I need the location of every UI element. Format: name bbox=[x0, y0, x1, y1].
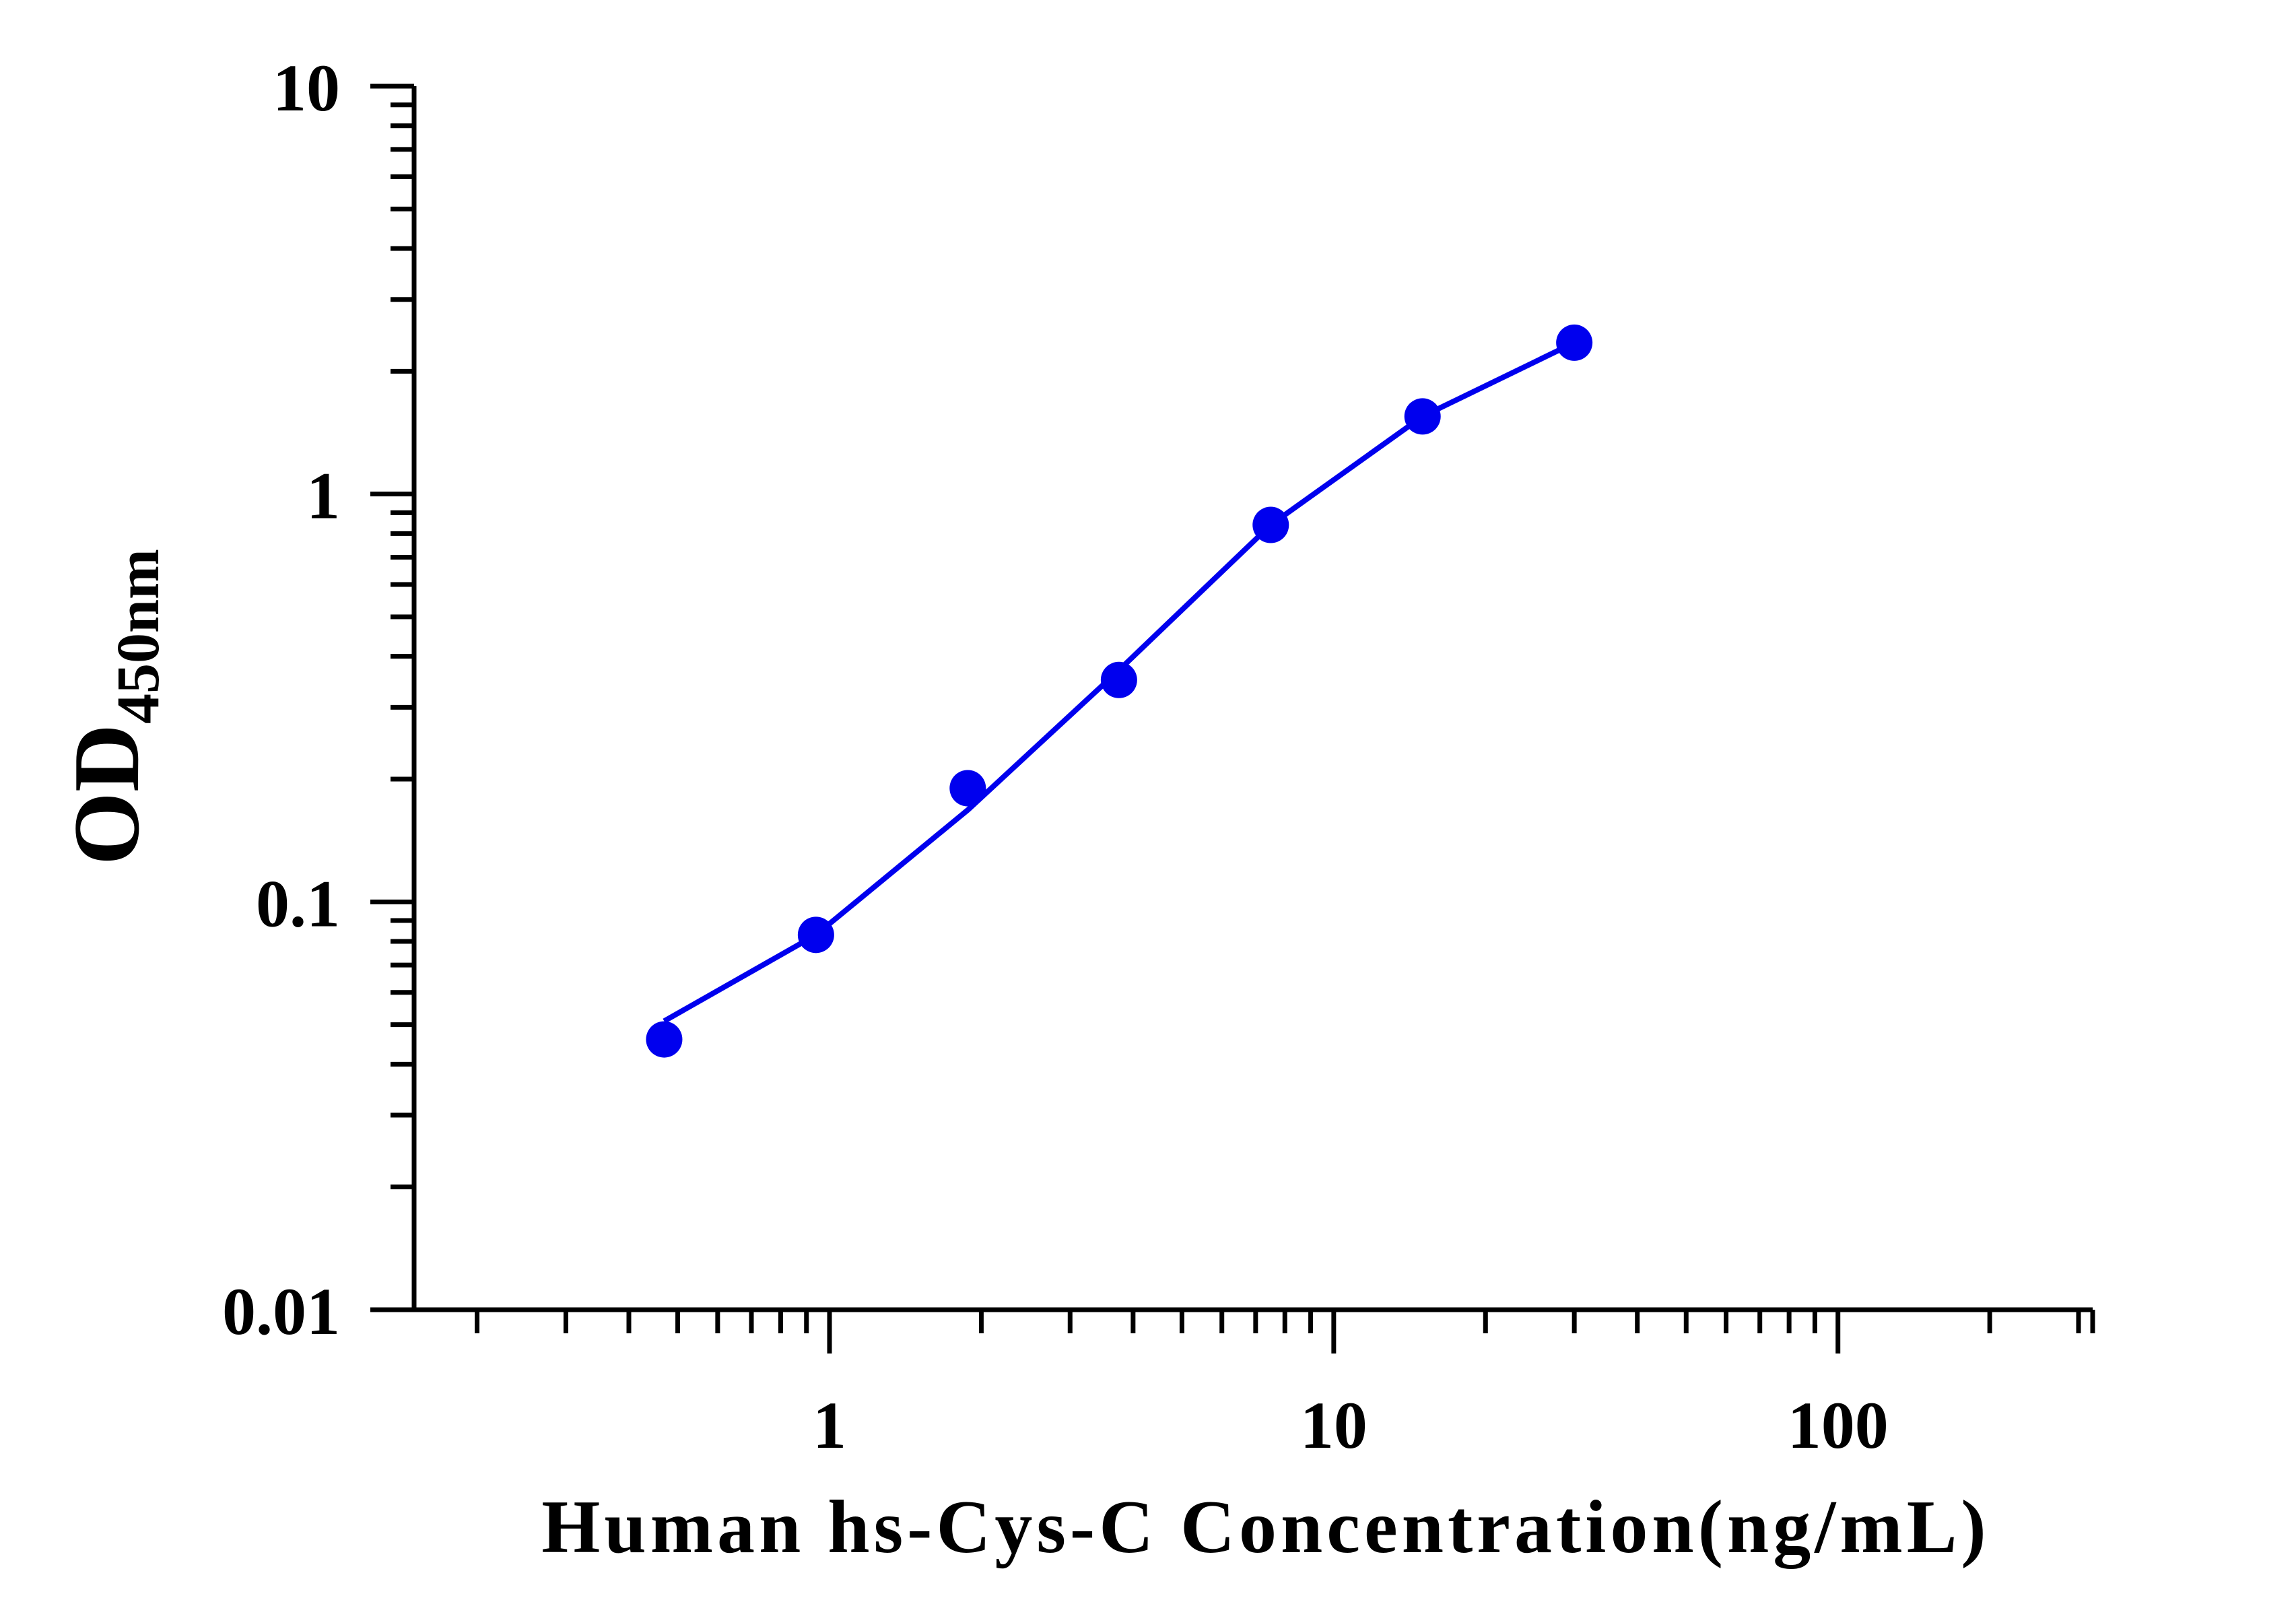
axes bbox=[370, 83, 2095, 1354]
data-point bbox=[1404, 398, 1441, 435]
x-tick-label: 10 bbox=[1300, 1388, 1368, 1463]
y-tick-labels: 0.01 0.1 1 10 bbox=[222, 51, 340, 1349]
data-point bbox=[1556, 324, 1593, 361]
x-tick-labels: 1 10 100 bbox=[813, 1388, 1889, 1463]
y-tick-label: 10 bbox=[273, 51, 340, 125]
data-point bbox=[797, 916, 834, 954]
y-tick-label: 1 bbox=[306, 459, 340, 533]
data-points-layer bbox=[646, 324, 1593, 1058]
y-axis-title-subscript: 450nm bbox=[105, 549, 172, 724]
x-tick-label: 100 bbox=[1788, 1388, 1889, 1463]
data-point bbox=[1252, 506, 1289, 543]
data-point bbox=[646, 1021, 683, 1058]
y-tick-label: 0.1 bbox=[256, 866, 340, 941]
y-axis-title-main: OD bbox=[55, 724, 159, 865]
y-axis-title: OD450nm bbox=[55, 549, 172, 865]
x-axis-title: Human hs-Cys-C Concentration(ng/mL) bbox=[541, 1485, 1990, 1569]
data-point bbox=[1100, 661, 1137, 698]
y-tick-label: 0.01 bbox=[222, 1274, 340, 1349]
data-point bbox=[949, 770, 986, 807]
x-tick-label: 1 bbox=[813, 1388, 846, 1463]
